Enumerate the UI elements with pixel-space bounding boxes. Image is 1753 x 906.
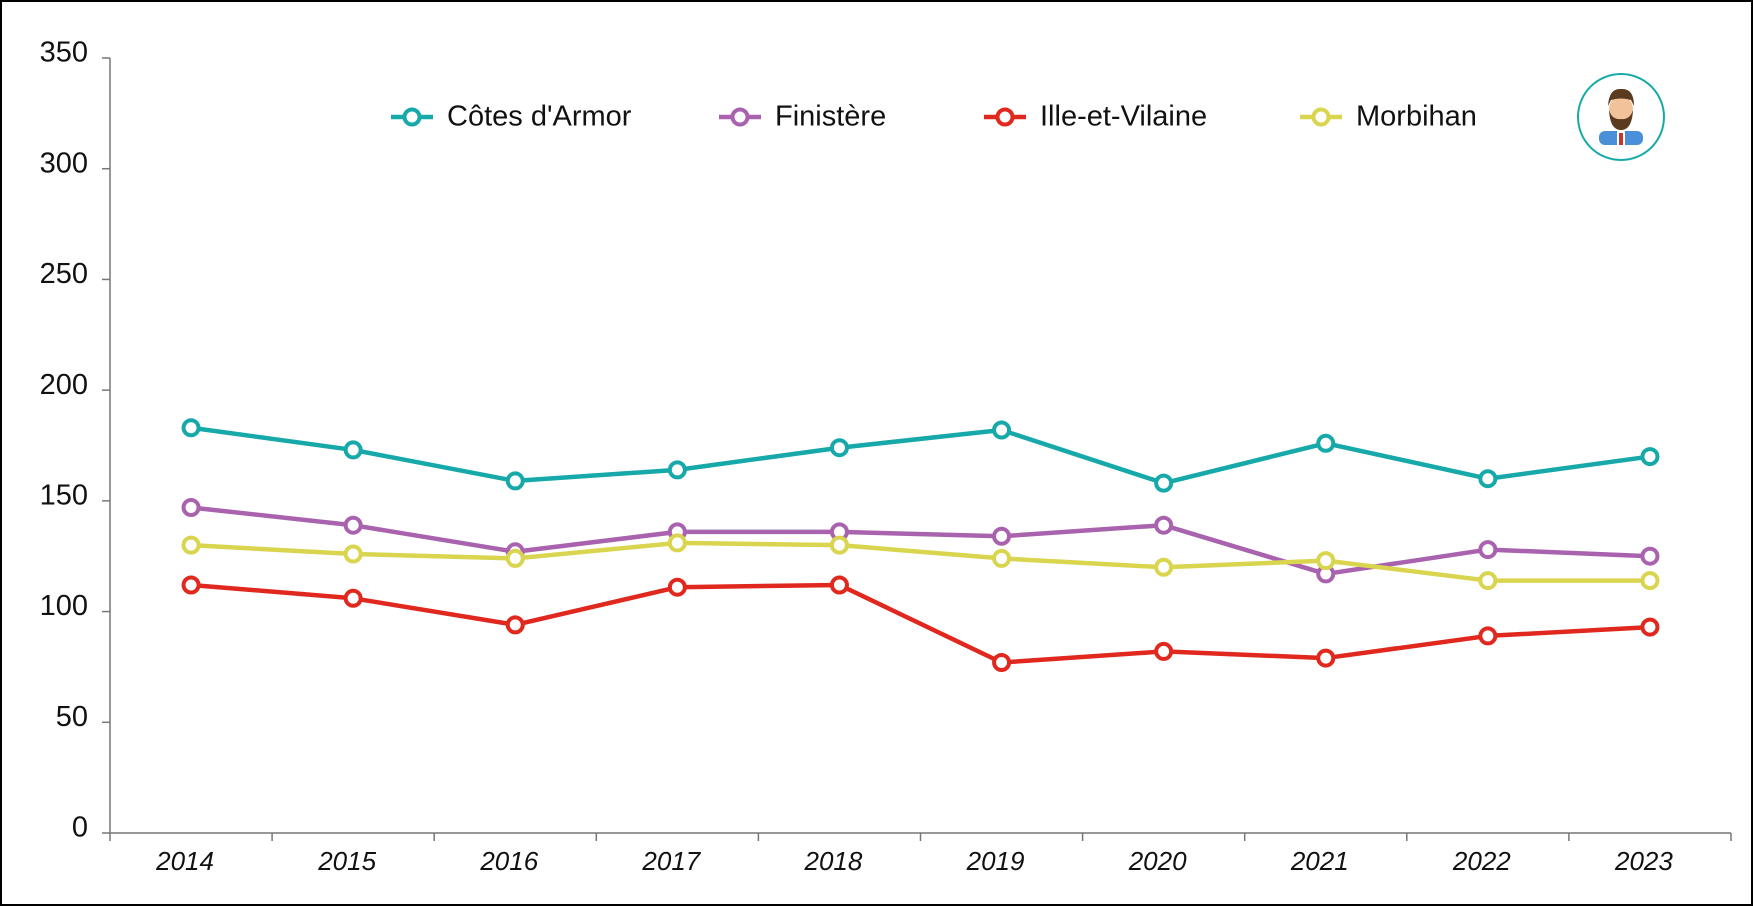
chart: 0 50 100 150 200 250 300 350 2014 2015 2016 2017 201… — [0, 0, 1753, 906]
data-point — [1642, 573, 1657, 588]
y-tick-label: 0 — [72, 812, 88, 844]
x-tick-label: 2022 — [1452, 846, 1511, 876]
y-tick-label: 150 — [40, 480, 88, 512]
legend-marker — [1314, 110, 1329, 125]
y-tick-label: 350 — [40, 37, 88, 69]
data-point — [1480, 471, 1495, 486]
frame — [1, 1, 1752, 905]
data-point — [1318, 553, 1333, 568]
data-point — [184, 538, 199, 553]
x-tick-label: 2019 — [966, 846, 1025, 876]
legend-marker — [998, 110, 1013, 125]
legend-label: Côtes d'Armor — [447, 101, 632, 133]
x-tick-label: 2023 — [1614, 846, 1673, 876]
y-tick-label: 250 — [40, 258, 88, 290]
data-point — [1642, 449, 1657, 464]
data-point — [1318, 651, 1333, 666]
x-tick-label: 2020 — [1128, 846, 1187, 876]
legend-label: Morbihan — [1356, 101, 1477, 133]
data-point — [1318, 436, 1333, 451]
data-point — [670, 462, 685, 477]
data-point — [832, 538, 847, 553]
data-point — [1642, 549, 1657, 564]
x-tick-label: 2015 — [317, 846, 376, 876]
data-point — [508, 551, 523, 566]
data-point — [184, 578, 199, 593]
x-tick-label: 2021 — [1290, 846, 1349, 876]
legend-label: Ille-et-Vilaine — [1040, 101, 1207, 133]
data-point — [832, 578, 847, 593]
legend-marker — [405, 110, 420, 125]
x-tick-label: 2016 — [479, 846, 538, 876]
data-point — [670, 535, 685, 550]
data-point — [1480, 573, 1495, 588]
data-point — [184, 420, 199, 435]
data-point — [994, 551, 1009, 566]
data-point — [1642, 620, 1657, 635]
y-tick-label: 50 — [56, 701, 88, 733]
data-point — [994, 655, 1009, 670]
data-point — [508, 473, 523, 488]
data-point — [346, 591, 361, 606]
data-point — [832, 440, 847, 455]
x-tick-label: 2018 — [804, 846, 863, 876]
data-point — [670, 580, 685, 595]
data-point — [994, 423, 1009, 438]
y-tick-label: 300 — [40, 147, 88, 179]
data-point — [346, 547, 361, 562]
data-point — [1156, 644, 1171, 659]
data-point — [1156, 476, 1171, 491]
data-point — [1156, 518, 1171, 533]
data-point — [346, 518, 361, 533]
data-point — [184, 500, 199, 515]
data-point — [994, 529, 1009, 544]
data-point — [346, 442, 361, 457]
y-tick-label: 200 — [40, 369, 88, 401]
y-tick-label: 100 — [40, 590, 88, 622]
data-point — [1156, 560, 1171, 575]
x-tick-label: 2017 — [641, 846, 701, 876]
legend-label: Finistère — [775, 101, 886, 133]
data-point — [1480, 628, 1495, 643]
avatar-icon — [1578, 74, 1664, 160]
legend-marker — [733, 110, 748, 125]
x-tick-label: 2014 — [155, 846, 214, 876]
data-point — [1480, 542, 1495, 557]
data-point — [508, 617, 523, 632]
